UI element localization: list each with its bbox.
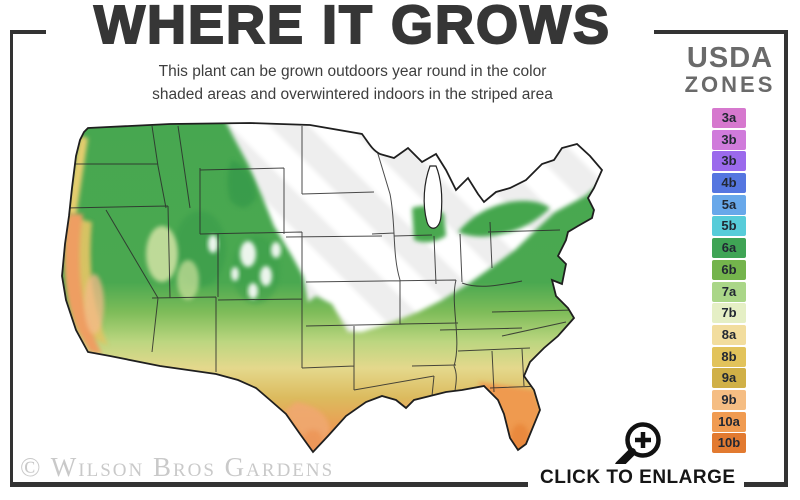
frame-border-bottom xyxy=(10,482,788,487)
zone-swatch-3a: 3a xyxy=(712,108,746,128)
zone-swatch-7b: 7b xyxy=(712,303,746,324)
frame-border-top-gap xyxy=(46,26,654,38)
frame-border-right xyxy=(784,30,788,486)
california-peach xyxy=(84,274,104,334)
florida-orange xyxy=(478,382,540,450)
zone-swatch-10a: 10a xyxy=(712,411,746,432)
zone-swatch-9b: 9b xyxy=(712,389,746,410)
zone-swatch-6a: 6a xyxy=(712,238,746,259)
lake-michigan xyxy=(423,165,443,229)
alpine-white-spot xyxy=(208,235,218,253)
alpine-white-spot xyxy=(248,283,258,299)
zone-swatch-4b: 4b xyxy=(712,173,746,194)
zone-swatch-7a: 7a xyxy=(712,281,746,302)
alpine-white-spot xyxy=(240,241,256,267)
legend-title-usda: USDA xyxy=(686,42,774,74)
zone-swatch-6b: 6b xyxy=(712,259,746,280)
ny-lakeshore-green xyxy=(458,200,550,237)
page-title: WHERE IT GROWS xyxy=(93,0,611,56)
state-boundaries xyxy=(65,125,575,401)
pacific-coast-yellow-strip xyxy=(67,136,88,216)
zone-swatch-8b: 8b xyxy=(712,346,746,367)
zone-swatch-9a: 9a xyxy=(712,368,746,389)
montana-highland-green xyxy=(227,160,256,208)
zone-swatch-8a: 8a xyxy=(712,324,746,345)
alpine-white-spot xyxy=(271,242,281,258)
us-outline xyxy=(61,122,604,454)
zone-swatch-3b: 3b xyxy=(712,151,746,172)
legend-title-zones: ZONES xyxy=(684,72,776,97)
subtitle-line-1: This plant can be grown outdoors year ro… xyxy=(158,63,547,80)
alpine-white-spot xyxy=(260,266,272,286)
page-subtitle: This plant can be grown outdoors year ro… xyxy=(30,60,675,107)
alpine-white-spot xyxy=(231,267,239,281)
zone-swatch-5b: 5b xyxy=(712,216,746,237)
legend-title: USDA ZONES xyxy=(672,44,788,97)
usda-zone-map[interactable] xyxy=(10,104,660,489)
california-coast-orange xyxy=(64,214,102,354)
zone-swatch-3b: 3b xyxy=(712,129,746,150)
magnifier-icon[interactable] xyxy=(606,412,666,477)
zone-list: 3a 3b 3b 4b 5a 5b 6a 6b 7a 7b 8a 8b 9a 9b 10a 10b xyxy=(712,108,746,455)
frame-border-left xyxy=(10,30,13,486)
nevada-basin-pale xyxy=(146,226,178,282)
subtitle-line-2: shaded areas and overwintered indoors in… xyxy=(152,86,553,104)
click-to-enlarge-label[interactable]: CLICK TO ENLARGE xyxy=(532,464,744,495)
zone-swatch-10b: 10b xyxy=(712,433,746,454)
map-overlays xyxy=(64,123,602,452)
zone-swatch-5a: 5a xyxy=(712,194,746,215)
utah-basin-pale xyxy=(177,260,199,300)
watermark: © Wilson Bros Gardens xyxy=(20,452,335,482)
us-map-svg[interactable] xyxy=(10,104,660,484)
